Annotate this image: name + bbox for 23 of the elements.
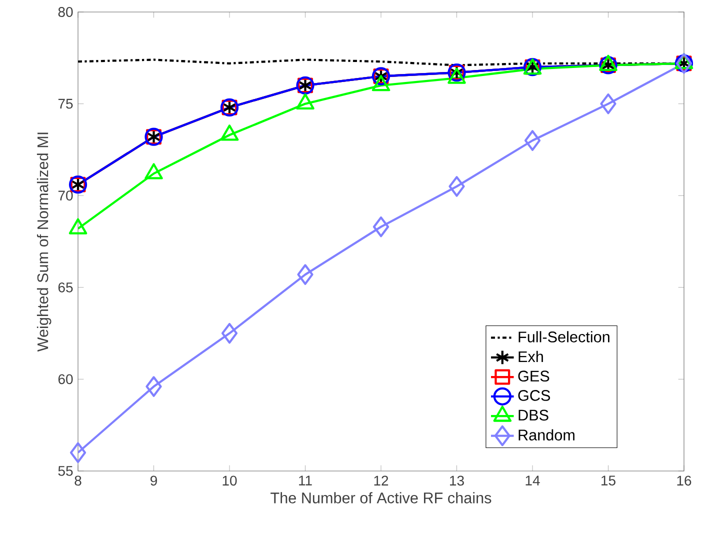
y-tick-label: 55 bbox=[58, 466, 73, 476]
legend-label: GCS bbox=[518, 390, 550, 401]
y-tick-label: 70 bbox=[58, 190, 73, 201]
x-tick-label: 16 bbox=[677, 476, 692, 486]
x-tick-label: 12 bbox=[374, 476, 388, 486]
x-axis-title: The Number of Active RF chains bbox=[270, 492, 492, 504]
x-tick-label: 13 bbox=[450, 476, 464, 486]
x-tick-label: 8 bbox=[74, 476, 82, 486]
y-tick-label: 65 bbox=[58, 282, 73, 292]
x-tick-label: 14 bbox=[526, 476, 540, 486]
legend-label: Full-Selection bbox=[518, 331, 610, 342]
legend-label: GES bbox=[518, 370, 550, 382]
x-tick-label: 9 bbox=[150, 476, 157, 486]
y-tick-label: 80 bbox=[58, 7, 73, 17]
x-tick-label: 10 bbox=[222, 476, 237, 486]
legend-label: Random bbox=[518, 429, 574, 440]
y-axis-title: Weighted Sum of Normalized MI bbox=[36, 132, 52, 352]
x-tick-label: 11 bbox=[299, 476, 312, 486]
x-tick-label: 15 bbox=[602, 476, 616, 486]
legend-label: Exh bbox=[518, 350, 543, 362]
y-tick-label: 75 bbox=[58, 98, 73, 109]
y-tick-label: 60 bbox=[58, 374, 73, 384]
legend-label: DBS bbox=[518, 410, 548, 421]
